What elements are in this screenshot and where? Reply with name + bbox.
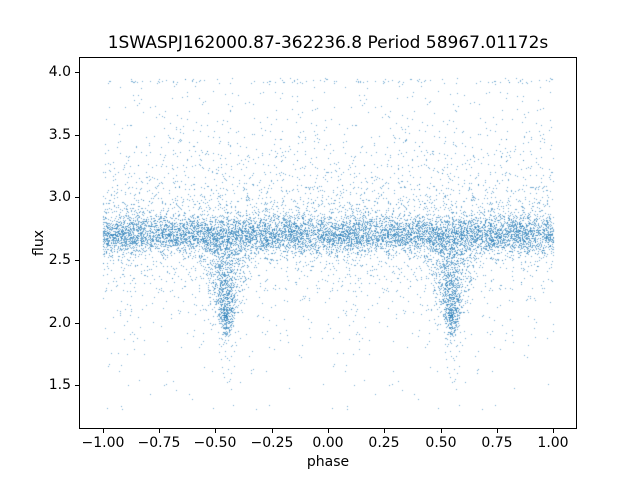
y-tick-label: 4.0 <box>48 64 71 80</box>
x-tick-label: −1.00 <box>81 435 125 451</box>
scatter-canvas <box>80 58 576 428</box>
x-tick-label: −0.75 <box>137 435 181 451</box>
x-tick <box>103 429 104 433</box>
x-tick-label: 1.00 <box>537 435 569 451</box>
y-tick <box>75 197 79 198</box>
x-tick-label: 0.75 <box>481 435 513 451</box>
y-tick-label: 3.5 <box>48 127 71 143</box>
y-tick <box>75 72 79 73</box>
y-tick-label: 2.0 <box>48 315 71 331</box>
y-tick <box>75 260 79 261</box>
x-tick <box>215 429 216 433</box>
x-axis-label: phase <box>306 454 350 470</box>
plot-area <box>79 57 577 429</box>
chart-title: 1SWASPJ162000.87-362236.8 Period 58967.0… <box>107 33 549 53</box>
x-tick <box>159 429 160 433</box>
x-tick-label: 0.25 <box>368 435 400 451</box>
y-tick <box>75 385 79 386</box>
x-tick-label: −0.50 <box>193 435 237 451</box>
x-tick <box>384 429 385 433</box>
y-tick-label: 2.5 <box>48 252 71 268</box>
x-tick <box>441 429 442 433</box>
y-tick-label: 3.0 <box>48 189 71 205</box>
y-tick <box>75 323 79 324</box>
x-tick <box>272 429 273 433</box>
y-tick-label: 1.5 <box>48 377 71 393</box>
x-tick-label: 0.50 <box>425 435 457 451</box>
x-tick-label: −0.25 <box>250 435 294 451</box>
y-tick <box>75 135 79 136</box>
x-tick <box>328 429 329 433</box>
x-tick <box>553 429 554 433</box>
x-tick-label: 0.00 <box>312 435 344 451</box>
x-tick <box>497 429 498 433</box>
